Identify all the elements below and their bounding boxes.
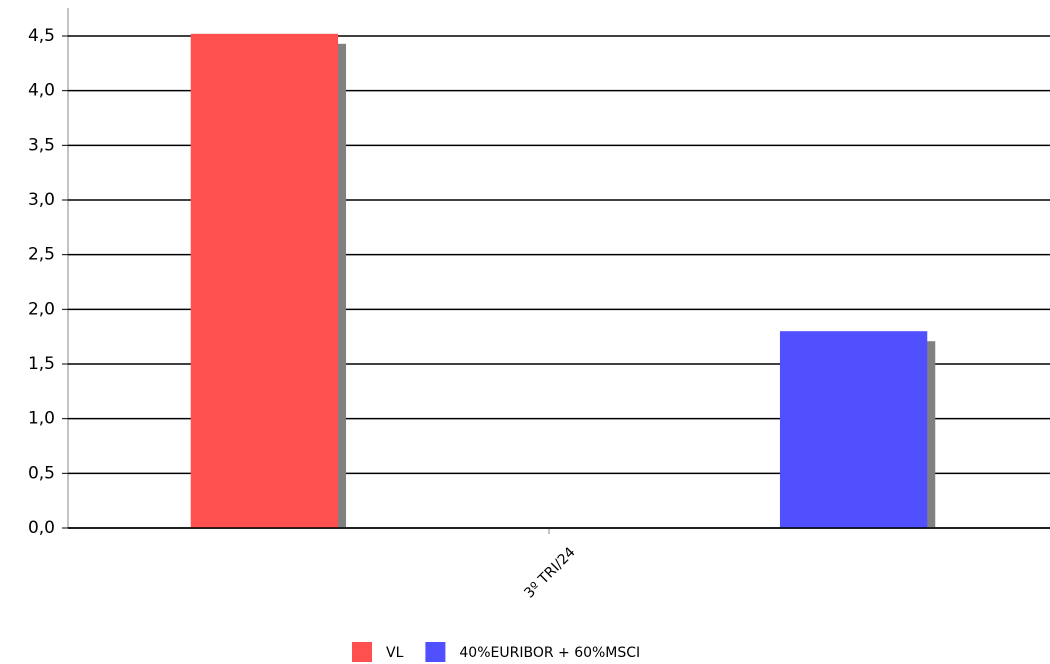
legend: VL 40%EURIBOR + 60%MSCI bbox=[352, 642, 640, 662]
y-tick-label: 3,0 bbox=[28, 190, 55, 210]
y-tick-label: 2,5 bbox=[28, 245, 55, 265]
legend-label: VL bbox=[386, 645, 404, 661]
legend-swatch bbox=[425, 642, 446, 662]
y-tick-label: 1,0 bbox=[28, 409, 55, 429]
y-tick-label: 0,0 bbox=[28, 518, 55, 538]
y-tick-label: 1,5 bbox=[28, 354, 55, 374]
y-tick-label: 2,0 bbox=[28, 299, 55, 319]
y-tick-label: 0,5 bbox=[28, 463, 55, 483]
bar bbox=[779, 331, 928, 528]
y-tick-label: 4,0 bbox=[28, 81, 55, 101]
y-tick-label: 4,5 bbox=[28, 26, 55, 46]
legend-label: 40%EURIBOR + 60%MSCI bbox=[459, 645, 640, 661]
bar bbox=[190, 33, 339, 529]
x-tick-label: 3º TRI/24 bbox=[521, 544, 578, 601]
legend-swatch bbox=[352, 642, 372, 662]
y-tick-label: 3,5 bbox=[28, 135, 55, 155]
